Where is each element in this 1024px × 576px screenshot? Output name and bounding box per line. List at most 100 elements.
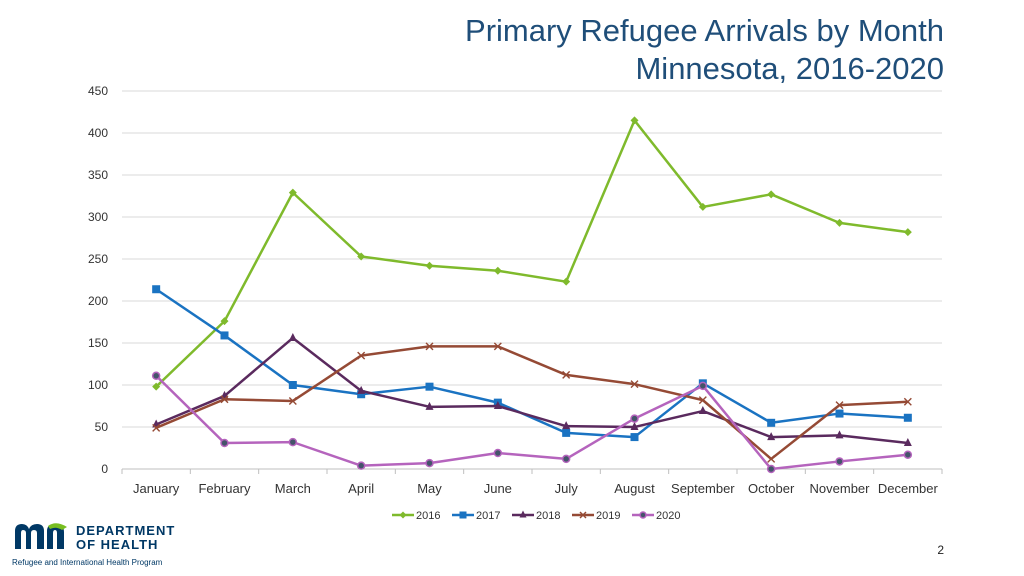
data-point-2019-september xyxy=(698,396,707,405)
data-point-2016-may xyxy=(425,261,434,270)
data-point-2020-october xyxy=(766,464,776,474)
data-point-2019-august xyxy=(630,380,639,389)
data-point-2016-april xyxy=(357,252,366,261)
data-point-2016-november xyxy=(835,218,844,227)
x-tick-label-july: July xyxy=(555,481,579,496)
x-tick-label-november: November xyxy=(810,481,871,496)
data-point-2019-november xyxy=(835,401,844,410)
x-tick-label-december: December xyxy=(878,481,939,496)
x-tick-label-june: June xyxy=(484,481,512,496)
data-point-2018-march xyxy=(288,332,297,341)
legend-marker-2016 xyxy=(399,511,407,519)
page-number: 2 xyxy=(937,543,944,557)
data-point-2019-october xyxy=(767,454,776,463)
data-point-2020-january xyxy=(151,371,161,381)
data-point-2016-march xyxy=(288,188,297,197)
series-line-2020 xyxy=(155,374,908,471)
data-point-2020-august xyxy=(630,414,639,423)
data-point-2018-may xyxy=(425,401,434,410)
data-point-2017-april xyxy=(357,390,366,399)
data-point-2019-july xyxy=(562,370,571,379)
data-point-2018-june xyxy=(493,401,502,409)
data-point-2018-august xyxy=(630,422,639,430)
legend-label-2020: 2020 xyxy=(656,510,680,522)
data-point-2018-november xyxy=(835,430,844,439)
x-tick-label-january: January xyxy=(133,481,180,496)
data-point-2016-december xyxy=(903,228,912,237)
y-tick-label-350: 350 xyxy=(88,168,108,182)
data-point-2016-september xyxy=(698,202,707,211)
y-tick-label-0: 0 xyxy=(101,462,108,476)
series-line-2017 xyxy=(155,288,908,439)
data-point-2020-april xyxy=(356,461,366,470)
y-tick-label-200: 200 xyxy=(88,294,108,308)
data-point-2019-june xyxy=(493,342,502,351)
data-point-2018-september xyxy=(698,406,707,415)
org-name-line2: OF HEALTH xyxy=(76,537,159,552)
x-tick-label-april: April xyxy=(348,481,374,496)
chart-title-line2: Minnesota, 2016-2020 xyxy=(635,51,944,86)
x-tick-label-october: October xyxy=(748,481,795,496)
data-point-2020-november xyxy=(835,457,844,466)
data-point-2020-may xyxy=(425,458,434,468)
mdh-logo: DEPARTMENT OF HEALTH Refugee and Interna… xyxy=(12,521,174,567)
data-point-2020-february xyxy=(220,438,229,448)
series-line-2016 xyxy=(155,119,909,388)
data-point-2020-june xyxy=(493,448,503,458)
data-point-2017-march xyxy=(288,381,297,389)
data-point-2017-november xyxy=(835,409,844,418)
legend-label-2016: 2016 xyxy=(416,510,440,522)
legend-label-2019: 2019 xyxy=(596,510,620,522)
chart-title-line1: Primary Refugee Arrivals by Month xyxy=(465,13,944,48)
data-point-2019-february xyxy=(220,395,229,404)
x-tick-label-february: February xyxy=(198,481,251,496)
data-point-2016-july xyxy=(562,277,571,286)
y-tick-label-250: 250 xyxy=(88,252,108,266)
data-point-2017-october xyxy=(767,418,776,427)
data-point-2019-december xyxy=(903,397,912,406)
data-point-2017-december xyxy=(903,413,912,422)
data-point-2019-april xyxy=(357,351,366,360)
legend-label-2018: 2018 xyxy=(536,510,560,522)
program-name: Refugee and International Health Program xyxy=(12,558,163,567)
data-point-2019-march xyxy=(288,396,297,405)
y-tick-label-300: 300 xyxy=(88,210,108,224)
data-point-2020-december xyxy=(903,450,913,459)
mn-logo-icon xyxy=(15,523,67,549)
x-tick-label-september: September xyxy=(671,481,735,496)
x-tick-label-august: August xyxy=(614,481,655,496)
series-line-2019 xyxy=(155,345,908,461)
series-line-2018 xyxy=(155,336,908,445)
data-point-2016-february xyxy=(220,317,229,326)
y-tick-label-150: 150 xyxy=(88,336,108,350)
y-tick-label-400: 400 xyxy=(88,126,108,140)
org-name-line1: DEPARTMENT xyxy=(76,523,176,538)
data-point-2018-october xyxy=(767,432,776,441)
data-point-2018-december xyxy=(903,437,912,446)
data-point-2020-september xyxy=(698,381,708,391)
legend-marker-2018 xyxy=(519,510,527,518)
data-point-2017-may xyxy=(425,382,434,391)
data-point-2018-july xyxy=(562,421,571,430)
x-tick-label-may: May xyxy=(417,481,442,496)
data-point-2018-april xyxy=(357,385,366,394)
legend-label-2017: 2017 xyxy=(476,510,500,522)
data-point-2016-october xyxy=(767,190,776,199)
data-point-2017-january xyxy=(152,285,161,294)
data-point-2016-january xyxy=(152,382,161,391)
y-tick-label-100: 100 xyxy=(88,378,108,392)
x-tick-label-march: March xyxy=(275,481,311,496)
chart-title: Primary Refugee Arrivals by Month Minnes… xyxy=(465,12,944,88)
y-tick-label-450: 450 xyxy=(88,84,108,98)
legend-marker-2020 xyxy=(639,511,647,519)
data-point-2020-july xyxy=(561,454,571,464)
data-point-2016-june xyxy=(493,266,502,275)
data-point-2019-may xyxy=(425,342,434,351)
data-point-2019-january xyxy=(152,423,161,432)
legend-marker-2017 xyxy=(459,511,467,519)
data-point-2017-july xyxy=(562,428,571,437)
y-tick-label-50: 50 xyxy=(95,420,109,434)
legend-marker-2019 xyxy=(579,511,587,519)
data-point-2017-february xyxy=(220,331,229,340)
